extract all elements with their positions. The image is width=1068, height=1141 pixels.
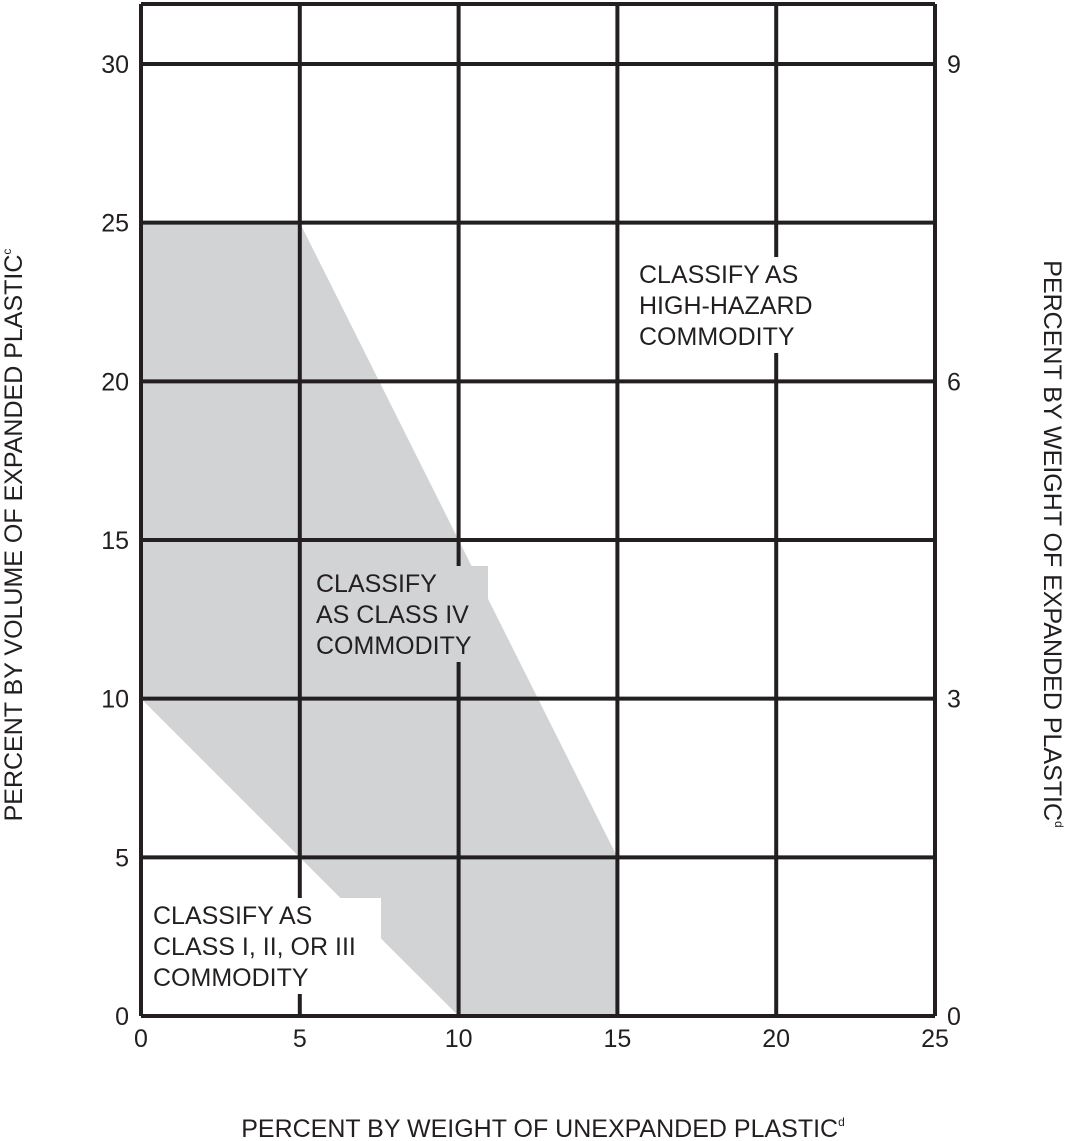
y-axis-left-title: PERCENT BY VOLUME OF EXPANDED PLASTICc — [0, 249, 28, 822]
y-right-tick-label: 9 — [947, 51, 961, 79]
y-left-tick-label: 15 — [101, 527, 129, 555]
x-axis-title-superscript: d — [838, 1115, 845, 1129]
x-tick-label: 0 — [134, 1025, 148, 1053]
y-left-tick-label: 30 — [101, 51, 129, 79]
y-left-tick-label: 10 — [101, 686, 129, 714]
x-tick-label: 25 — [921, 1025, 949, 1053]
region-label-line: COMMODITY — [639, 323, 795, 351]
y-left-tick-label: 5 — [115, 844, 129, 872]
y-right-tick-label: 0 — [947, 1003, 961, 1031]
region-label-line: AS CLASS IV — [316, 601, 469, 629]
region-label-high-hazard: CLASSIFY AS HIGH-HAZARD COMMODITY — [633, 257, 835, 353]
y-axis-left-ticks: 0 5 10 15 20 25 30 — [101, 51, 129, 1031]
region-label-line: CLASSIFY AS — [639, 261, 798, 289]
region-label-backing — [147, 898, 381, 994]
y-left-tick-label: 25 — [101, 210, 129, 238]
region-label-line: CLASSIFY AS — [153, 902, 312, 930]
region-label-backing — [633, 257, 835, 353]
region-label-line: CLASSIFY — [316, 570, 437, 598]
x-tick-label: 5 — [293, 1025, 307, 1053]
y-right-tick-label: 3 — [947, 686, 961, 714]
x-axis-title: PERCENT BY WEIGHT OF UNEXPANDED PLASTICd — [241, 1115, 845, 1141]
region-label-class-iv: CLASSIFY AS CLASS IV COMMODITY — [310, 566, 488, 662]
x-axis-ticks: 0 5 10 15 20 25 — [134, 1025, 949, 1053]
y-axis-right-ticks: 0 3 6 9 — [947, 51, 961, 1031]
region-label-line: COMMODITY — [153, 964, 309, 992]
region-label-line: COMMODITY — [316, 632, 472, 660]
region-label-line: HIGH-HAZARD — [639, 292, 813, 320]
x-tick-label: 20 — [762, 1025, 790, 1053]
region-label-line: CLASS I, II, OR III — [153, 933, 356, 961]
x-tick-label: 10 — [445, 1025, 473, 1053]
region-label-backing — [310, 566, 488, 662]
region-label-class-i-ii-iii: CLASSIFY AS CLASS I, II, OR III COMMODITY — [147, 898, 381, 994]
y-left-tick-label: 0 — [115, 1003, 129, 1031]
y-axis-left-title-superscript: c — [0, 249, 14, 255]
y-left-tick-label: 20 — [101, 368, 129, 396]
y-axis-right-title-superscript: d — [1052, 821, 1066, 828]
y-axis-right-title: PERCENT BY WEIGHT OF EXPANDED PLASTICd — [1038, 260, 1066, 827]
x-tick-label: 15 — [603, 1025, 631, 1053]
y-right-tick-label: 6 — [947, 368, 961, 396]
grid-lines — [139, 2, 937, 1018]
